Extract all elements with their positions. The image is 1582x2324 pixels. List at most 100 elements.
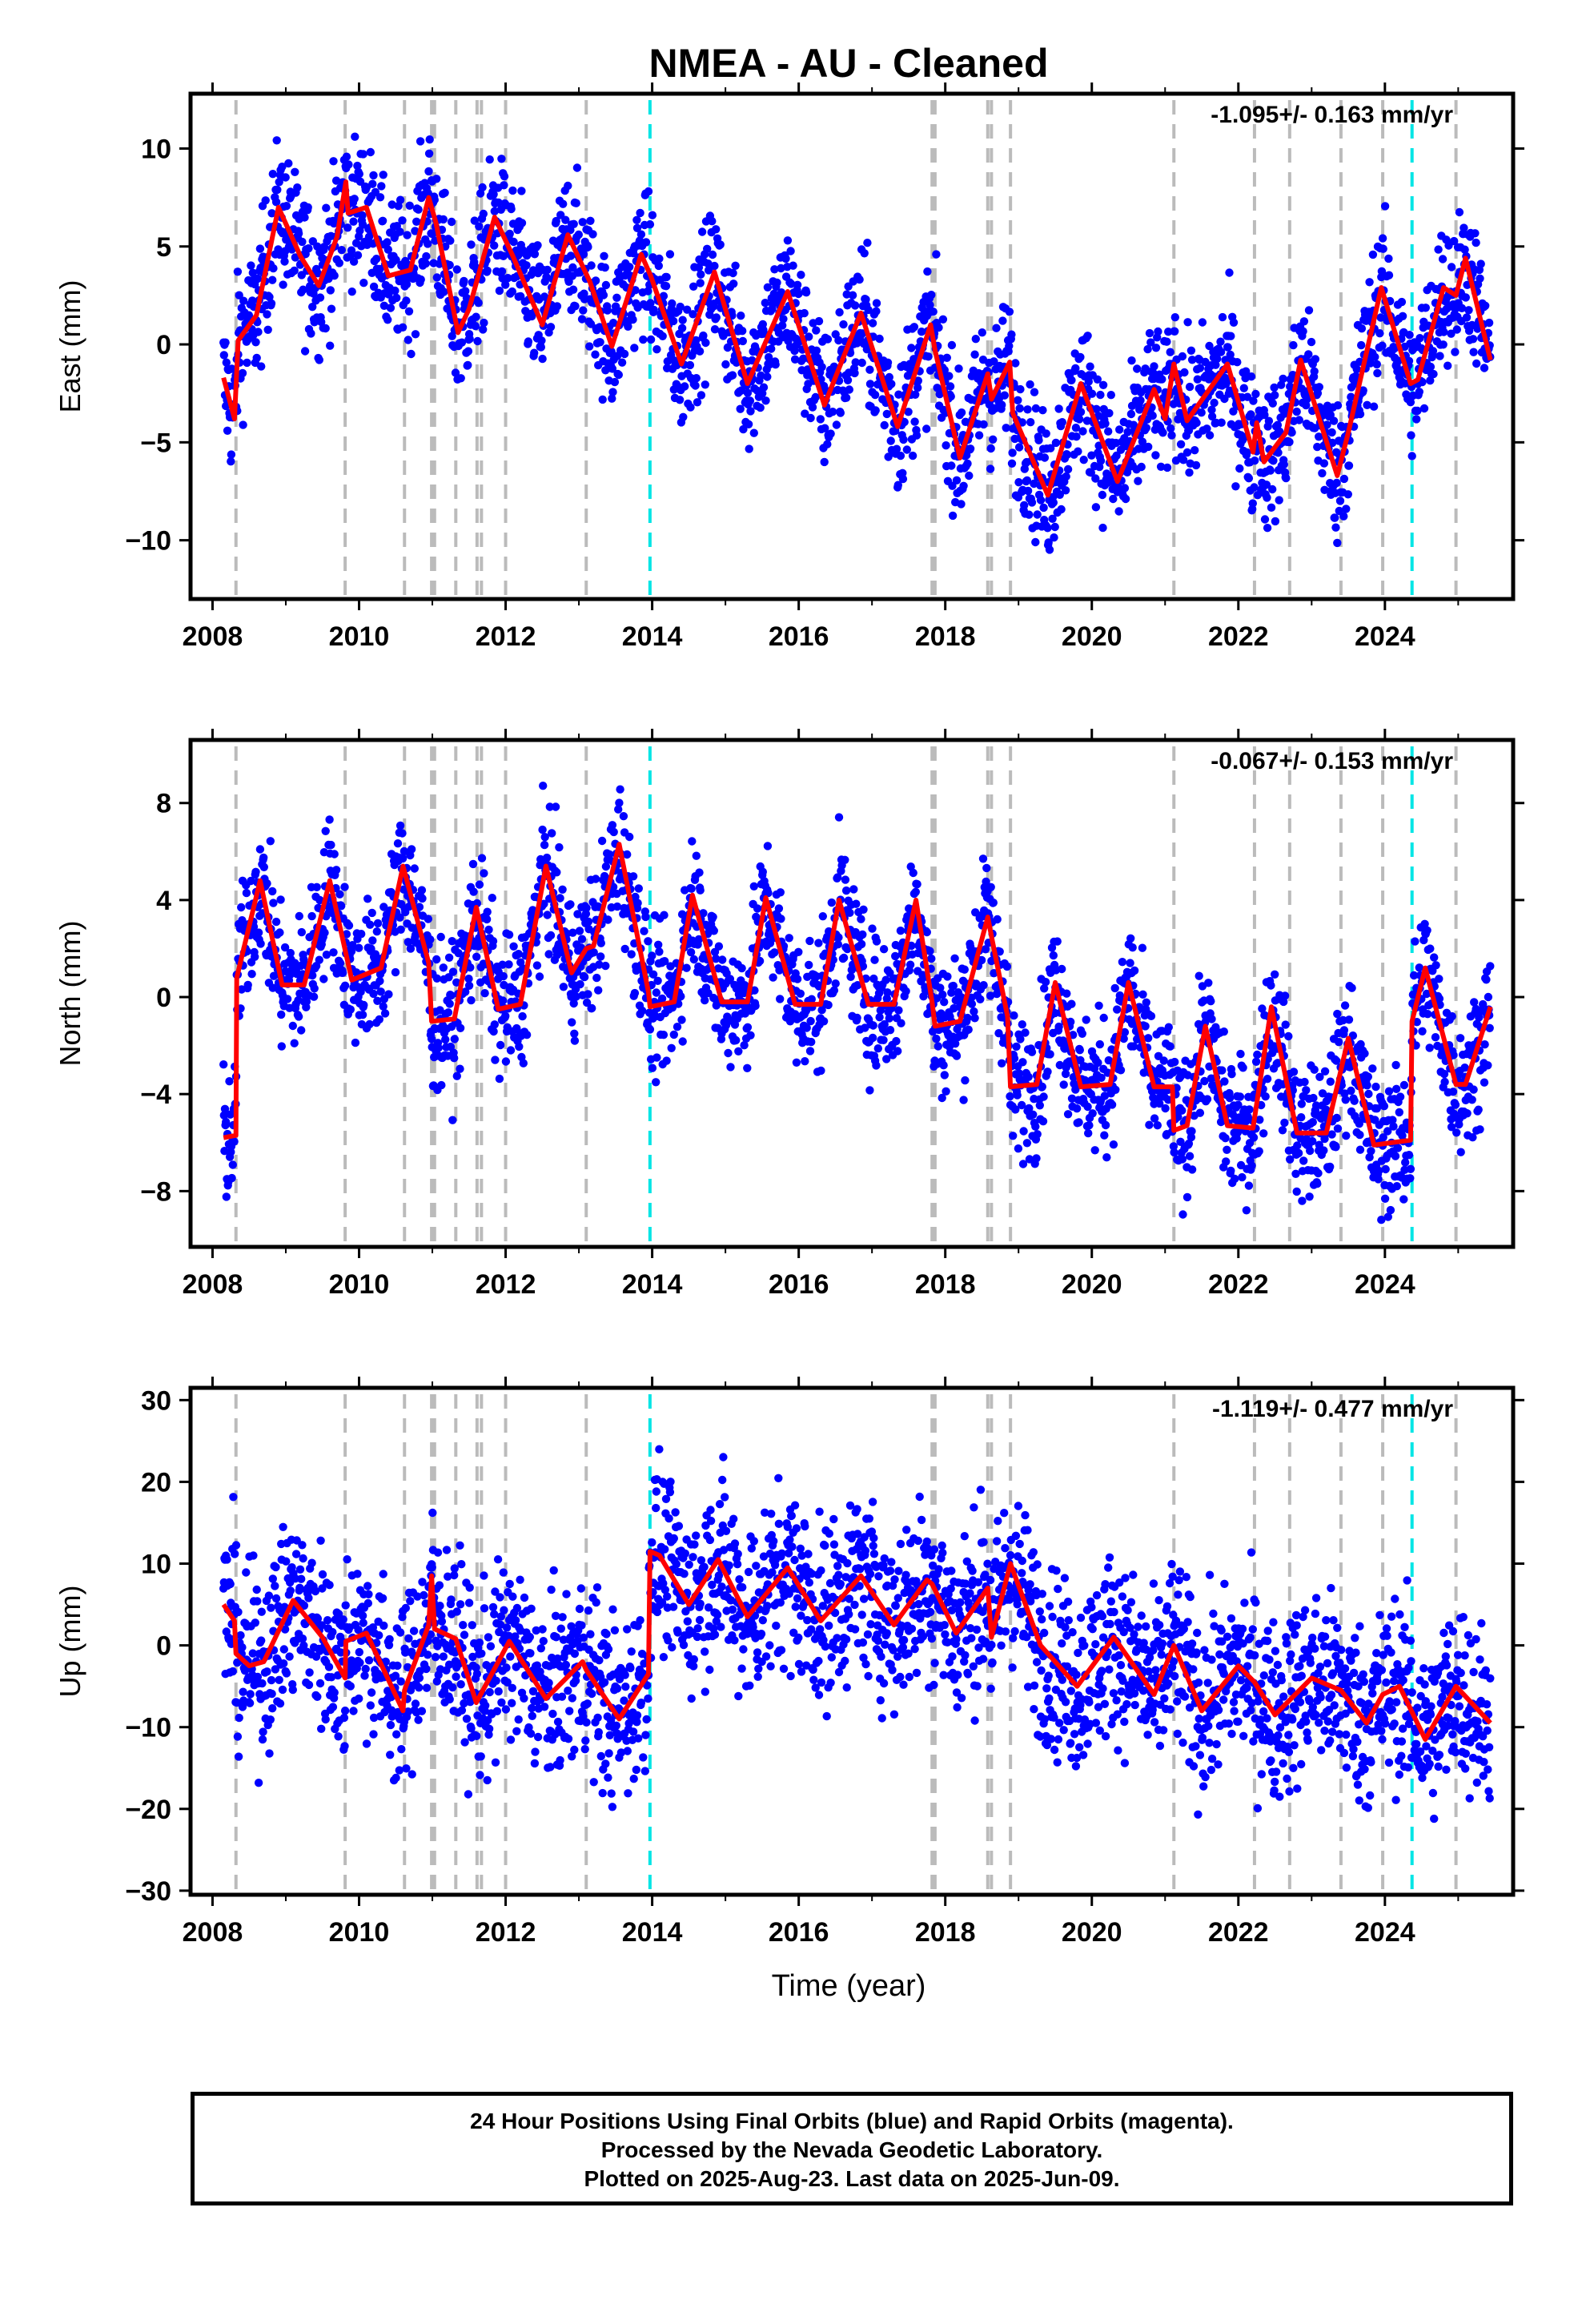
- position-point: [805, 936, 814, 946]
- position-point: [609, 827, 618, 837]
- position-point: [1183, 318, 1192, 327]
- position-point: [949, 981, 958, 991]
- position-point: [836, 408, 845, 417]
- position-point: [857, 915, 865, 923]
- position-point: [446, 236, 455, 245]
- position-point: [1144, 1034, 1153, 1043]
- position-point: [579, 306, 588, 315]
- position-point: [447, 217, 456, 227]
- position-point: [612, 293, 621, 302]
- position-point: [1245, 1105, 1254, 1114]
- position-point: [1297, 1113, 1306, 1122]
- position-point: [824, 1000, 833, 1010]
- position-point: [1039, 1092, 1048, 1101]
- position-point: [396, 925, 405, 935]
- position-point: [623, 850, 632, 859]
- position-point: [1263, 524, 1272, 533]
- x-tick-label: 2018: [915, 621, 976, 652]
- position-point: [451, 368, 460, 377]
- position-point: [794, 947, 803, 957]
- position-point: [648, 1063, 657, 1072]
- position-point: [1062, 472, 1070, 481]
- position-point: [460, 276, 468, 286]
- position-point: [595, 960, 604, 969]
- position-point: [1134, 476, 1142, 485]
- position-point: [1372, 360, 1382, 369]
- position-point: [507, 204, 516, 214]
- position-point: [859, 905, 868, 915]
- position-point: [439, 215, 448, 224]
- position-point: [537, 336, 546, 345]
- position-point: [586, 216, 595, 225]
- position-point: [347, 287, 356, 296]
- position-point: [1082, 1015, 1090, 1024]
- position-point: [1251, 389, 1260, 399]
- position-point: [1087, 389, 1097, 398]
- position-point: [805, 960, 813, 970]
- position-point: [1299, 327, 1307, 336]
- position-point: [942, 1087, 950, 1096]
- position-point: [432, 974, 441, 983]
- position-point: [693, 398, 702, 407]
- position-point: [1311, 355, 1320, 364]
- position-point: [1158, 428, 1167, 437]
- position-point: [480, 318, 488, 328]
- position-point: [929, 308, 938, 316]
- position-point: [898, 474, 908, 484]
- position-point: [266, 837, 275, 846]
- position-point: [660, 911, 669, 919]
- position-point: [1091, 474, 1100, 483]
- position-point: [1244, 474, 1254, 483]
- position-point: [509, 942, 518, 951]
- position-point: [418, 894, 427, 903]
- position-point: [648, 211, 657, 219]
- position-point: [568, 285, 578, 294]
- position-point: [312, 883, 321, 892]
- position-point: [1182, 1192, 1192, 1202]
- position-point: [738, 327, 747, 336]
- position-point: [599, 291, 608, 300]
- x-tick-label: 2022: [1208, 621, 1269, 652]
- position-point: [982, 863, 991, 873]
- position-point: [947, 340, 957, 350]
- position-point: [556, 894, 564, 903]
- position-point: [1273, 420, 1283, 429]
- position-point: [221, 338, 230, 347]
- position-point: [452, 265, 461, 274]
- position-point: [886, 436, 895, 445]
- position-point: [1471, 229, 1480, 238]
- position-point: [1352, 364, 1361, 374]
- position-point: [608, 394, 616, 403]
- position-point: [1035, 1101, 1045, 1110]
- position-point: [1138, 437, 1147, 446]
- position-point: [464, 347, 473, 356]
- position-point: [1061, 486, 1070, 495]
- position-point: [294, 229, 303, 238]
- position-point: [373, 996, 382, 1006]
- position-point: [346, 1005, 355, 1014]
- position-point: [1273, 1059, 1283, 1068]
- position-point: [1323, 420, 1331, 429]
- position-point: [659, 292, 669, 300]
- position-point: [1280, 1118, 1289, 1128]
- position-point: [986, 464, 995, 473]
- position-point: [252, 353, 261, 363]
- position-point: [644, 187, 653, 196]
- position-point: [1376, 313, 1385, 322]
- position-point: [379, 1002, 387, 1011]
- position-point: [1126, 934, 1135, 943]
- position-point: [347, 246, 356, 255]
- position-point: [1007, 459, 1017, 468]
- position-point: [1280, 409, 1289, 418]
- position-point: [1244, 1181, 1254, 1190]
- position-point: [630, 344, 639, 352]
- position-point: [922, 424, 931, 433]
- position-point: [1098, 523, 1107, 533]
- position-point: [1005, 308, 1014, 316]
- position-point: [1022, 1139, 1032, 1148]
- position-point: [1025, 1104, 1034, 1113]
- position-point: [299, 955, 308, 964]
- position-point: [448, 967, 458, 976]
- position-point: [710, 325, 720, 334]
- position-point: [1255, 1147, 1263, 1156]
